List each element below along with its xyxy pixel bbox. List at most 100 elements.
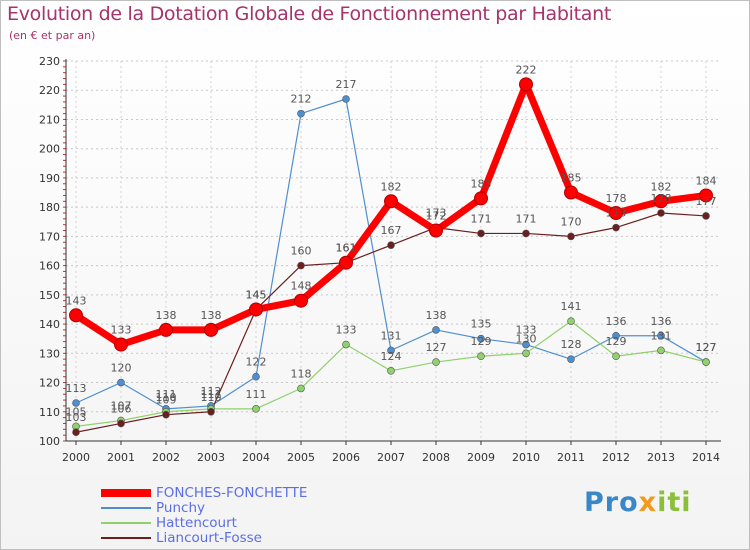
data-point xyxy=(519,77,533,92)
logo-part: x xyxy=(638,487,658,518)
data-label: 135 xyxy=(471,318,492,331)
data-point xyxy=(342,340,350,349)
data-point xyxy=(429,223,443,238)
data-label: 182 xyxy=(381,180,402,193)
legend-label-fonches: FONCHES-FONCHETTE xyxy=(156,485,308,501)
data-point xyxy=(522,349,530,358)
data-label: 127 xyxy=(426,341,447,354)
legend-swatch-liancourt xyxy=(101,537,151,539)
data-point xyxy=(654,194,668,209)
legend-swatch-fonches xyxy=(101,489,151,497)
data-label: 173 xyxy=(606,207,627,220)
data-point xyxy=(249,302,263,317)
data-label: 106 xyxy=(111,402,132,415)
legend: FONCHES-FONCHETTE Punchy Hattencourt Lia… xyxy=(101,486,401,546)
data-label: 133 xyxy=(111,324,132,337)
data-label: 109 xyxy=(156,394,177,407)
data-label: 138 xyxy=(156,309,177,322)
proxiti-logo: Proxiti xyxy=(584,487,692,518)
data-label: 222 xyxy=(516,63,537,76)
x-tick-label: 2013 xyxy=(647,451,675,464)
data-label: 177 xyxy=(696,195,717,208)
chart-title: Evolution de la Dotation Globale de Fonc… xyxy=(7,3,612,25)
data-label: 129 xyxy=(471,335,492,348)
data-label: 124 xyxy=(381,350,402,363)
data-point xyxy=(612,352,620,361)
x-tick-label: 2003 xyxy=(197,451,225,464)
x-tick-label: 2009 xyxy=(467,451,495,464)
y-tick-label: 110 xyxy=(39,406,60,419)
legend-item: FONCHES-FONCHETTE xyxy=(101,486,401,501)
x-tick-label: 2005 xyxy=(287,451,315,464)
data-label: 138 xyxy=(426,309,447,322)
data-point xyxy=(702,358,710,366)
data-label: 127 xyxy=(696,341,717,354)
data-label: 143 xyxy=(66,294,87,307)
data-label: 217 xyxy=(336,78,357,91)
data-point xyxy=(342,95,350,103)
chart-subtitle: (en € et par an) xyxy=(9,29,96,42)
data-point xyxy=(204,322,218,337)
y-tick-label: 130 xyxy=(39,347,60,360)
data-point xyxy=(117,378,125,387)
data-label: 183 xyxy=(471,177,492,190)
data-point xyxy=(72,428,80,437)
x-tick-label: 2007 xyxy=(377,451,405,464)
y-tick-label: 160 xyxy=(39,260,60,273)
data-point xyxy=(657,346,665,355)
legend-swatch-punchy xyxy=(101,507,151,509)
data-label: 133 xyxy=(516,324,537,337)
data-point xyxy=(432,358,440,366)
data-label: 167 xyxy=(381,224,402,237)
data-point xyxy=(612,223,620,232)
data-label: 110 xyxy=(156,391,177,404)
y-tick-label: 150 xyxy=(39,289,60,302)
x-tick-label: 2004 xyxy=(242,451,270,464)
data-label: 110 xyxy=(201,391,222,404)
legend-item: Punchy xyxy=(101,501,401,516)
data-label: 160 xyxy=(291,245,312,258)
y-tick-label: 210 xyxy=(39,113,60,126)
data-point xyxy=(699,188,713,203)
y-tick-label: 200 xyxy=(39,143,60,156)
data-point xyxy=(294,293,308,308)
data-point xyxy=(297,109,305,118)
data-label: 141 xyxy=(561,300,582,313)
x-tick-label: 2001 xyxy=(107,451,135,464)
data-point xyxy=(567,355,575,363)
data-label: 111 xyxy=(246,388,267,401)
logo-part: iti xyxy=(657,487,692,518)
data-label: 148 xyxy=(291,280,312,293)
y-tick-label: 140 xyxy=(39,318,60,331)
y-tick-label: 220 xyxy=(39,84,60,97)
x-tick-label: 2014 xyxy=(692,451,720,464)
data-point xyxy=(384,194,398,209)
data-point xyxy=(612,331,620,340)
data-point xyxy=(162,410,170,419)
y-tick-label: 100 xyxy=(39,435,60,448)
data-point xyxy=(522,340,530,349)
data-label: 130 xyxy=(516,332,537,345)
data-label: 212 xyxy=(291,93,312,106)
data-point xyxy=(477,352,485,361)
data-point xyxy=(159,322,173,337)
x-tick-label: 2000 xyxy=(62,451,90,464)
legend-label-liancourt: Liancourt-Fosse xyxy=(156,530,262,546)
data-point xyxy=(114,337,128,352)
data-label: 138 xyxy=(201,309,222,322)
data-point xyxy=(567,317,575,325)
data-label: 161 xyxy=(336,242,357,255)
data-point xyxy=(474,191,488,206)
data-point xyxy=(702,212,710,220)
y-tick-label: 180 xyxy=(39,201,60,214)
data-point xyxy=(657,331,665,340)
y-tick-label: 190 xyxy=(39,172,60,185)
series-markers xyxy=(69,77,713,437)
data-point xyxy=(252,405,260,413)
data-label: 105 xyxy=(66,405,87,418)
data-point xyxy=(567,232,575,241)
data-label: 133 xyxy=(336,324,357,337)
